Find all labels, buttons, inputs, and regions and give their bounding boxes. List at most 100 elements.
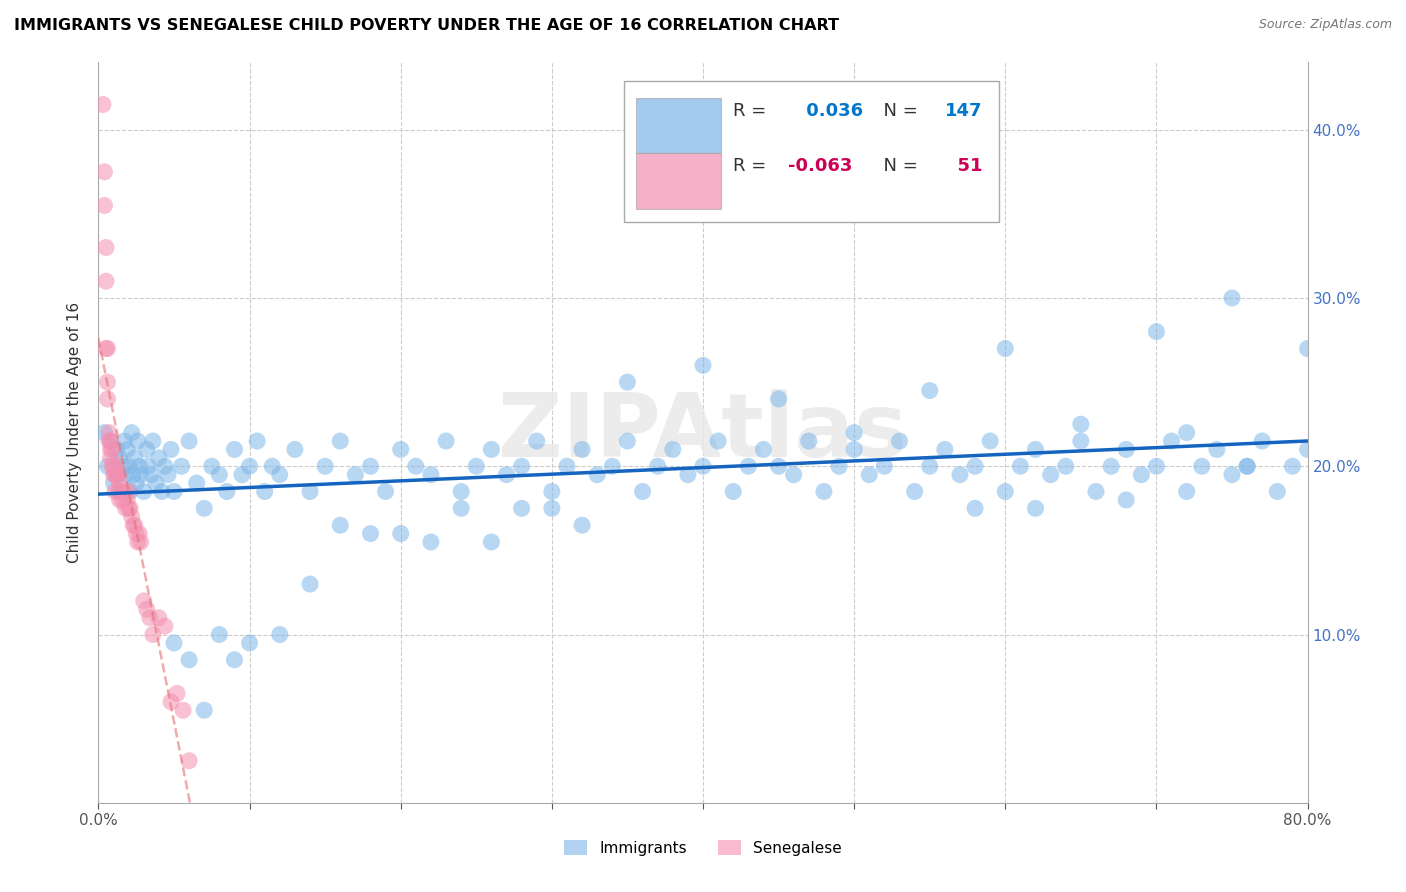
Point <box>1070 417 1092 432</box>
Point <box>918 384 941 398</box>
Text: ZIPAtlas: ZIPAtlas <box>498 389 908 476</box>
Point <box>949 467 972 482</box>
Point <box>121 509 143 524</box>
Point <box>96 375 118 389</box>
Point <box>481 442 503 457</box>
Point <box>1267 484 1289 499</box>
Point <box>1236 459 1258 474</box>
Point <box>495 467 517 482</box>
FancyBboxPatch shape <box>637 153 721 209</box>
Text: Source: ZipAtlas.com: Source: ZipAtlas.com <box>1258 18 1392 31</box>
Point <box>127 535 149 549</box>
Point <box>231 467 253 482</box>
Point <box>586 467 609 482</box>
Point <box>132 484 155 499</box>
Text: R =: R = <box>734 157 772 175</box>
Point <box>105 459 128 474</box>
Point <box>450 484 472 499</box>
Text: N =: N = <box>872 102 924 120</box>
Point <box>153 459 176 474</box>
Point <box>1115 442 1137 457</box>
Point <box>768 392 790 406</box>
Point <box>108 492 131 507</box>
Point <box>93 198 115 212</box>
Point <box>692 359 714 373</box>
Point <box>170 459 193 474</box>
Point <box>150 484 173 499</box>
Text: N =: N = <box>872 157 924 175</box>
Point <box>108 450 131 465</box>
Point <box>1236 459 1258 474</box>
Point <box>93 425 115 440</box>
Point <box>844 442 866 457</box>
Point <box>107 484 129 499</box>
Point <box>1024 501 1046 516</box>
Point <box>98 434 121 448</box>
Point <box>101 459 124 474</box>
Point <box>124 450 146 465</box>
Point <box>94 342 117 356</box>
Point <box>631 484 654 499</box>
Point <box>96 342 118 356</box>
Point <box>360 526 382 541</box>
Point <box>94 240 117 255</box>
Point <box>1144 459 1167 474</box>
Point <box>1099 459 1122 474</box>
Point <box>676 467 699 482</box>
Point <box>163 636 186 650</box>
Point <box>132 594 155 608</box>
Point <box>186 476 208 491</box>
Point <box>104 484 127 499</box>
Point <box>239 636 262 650</box>
Point <box>108 476 131 491</box>
Point <box>100 450 122 465</box>
Point <box>1220 291 1243 305</box>
Point <box>166 686 188 700</box>
Point <box>239 459 262 474</box>
Point <box>299 484 322 499</box>
Point <box>284 442 307 457</box>
Point <box>96 459 118 474</box>
Point <box>118 501 141 516</box>
Point <box>1251 434 1274 448</box>
Point <box>1296 442 1319 457</box>
Point <box>121 425 143 440</box>
Text: R =: R = <box>734 102 772 120</box>
Point <box>120 484 142 499</box>
Point <box>105 467 128 482</box>
Point <box>344 467 367 482</box>
Point <box>120 501 142 516</box>
Point <box>103 467 125 482</box>
Point <box>163 484 186 499</box>
Point <box>101 442 124 457</box>
Point <box>1024 442 1046 457</box>
Point <box>1010 459 1032 474</box>
Point <box>889 434 911 448</box>
Point <box>1085 484 1108 499</box>
Point <box>115 442 138 457</box>
Point <box>160 695 183 709</box>
Point <box>179 754 201 768</box>
Point <box>692 459 714 474</box>
Point <box>208 627 231 641</box>
Point <box>797 434 820 448</box>
Text: 147: 147 <box>945 102 983 120</box>
Point <box>707 434 730 448</box>
Point <box>1070 434 1092 448</box>
Point <box>153 619 176 633</box>
Point <box>616 375 638 389</box>
Point <box>510 459 533 474</box>
Point <box>142 434 165 448</box>
Point <box>1160 434 1182 448</box>
Point <box>139 610 162 624</box>
Point <box>142 627 165 641</box>
Text: -0.063: -0.063 <box>787 157 852 175</box>
Point <box>616 434 638 448</box>
Point <box>540 501 562 516</box>
Point <box>111 492 134 507</box>
Point <box>481 535 503 549</box>
Text: 51: 51 <box>945 157 983 175</box>
Point <box>752 442 775 457</box>
Point <box>1054 459 1077 474</box>
Point <box>965 459 987 474</box>
